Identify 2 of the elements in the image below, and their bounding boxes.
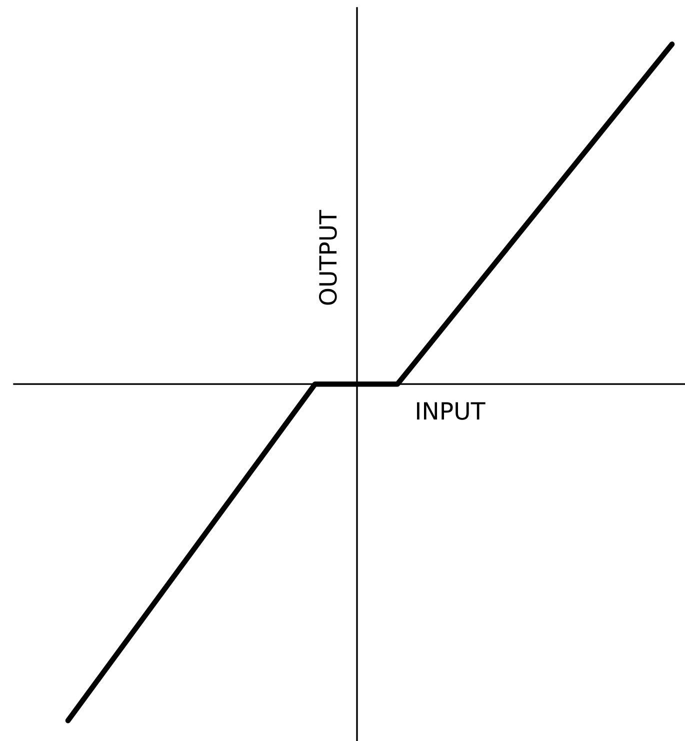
y-axis-title: OUTPUT	[318, 210, 337, 305]
x-axis-title: INPUT	[417, 402, 486, 420]
